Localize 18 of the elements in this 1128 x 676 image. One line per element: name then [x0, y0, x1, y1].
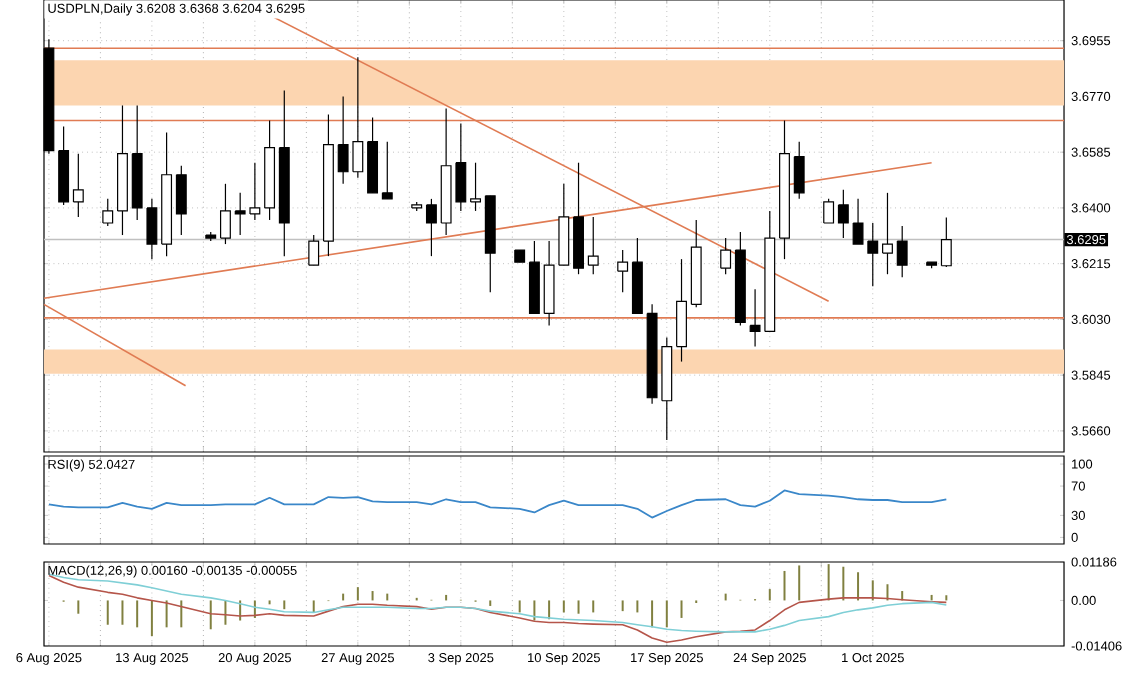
- candlestick: [72, 153, 84, 218]
- candlestick: [837, 189, 849, 239]
- candlestick: [587, 216, 599, 275]
- candlestick: [381, 141, 393, 200]
- candlestick: [896, 225, 908, 278]
- candlestick: [308, 234, 320, 266]
- candlestick: [617, 249, 629, 293]
- candlestick: [676, 258, 687, 363]
- candlestick: [823, 198, 835, 224]
- candlestick: [425, 198, 437, 257]
- candlestick: [175, 165, 187, 236]
- candlestick: [470, 162, 482, 212]
- candlestick: [882, 192, 893, 275]
- candlestick: [102, 198, 114, 227]
- candlestick: [219, 183, 231, 245]
- candlestick: [940, 216, 952, 268]
- candlestick: [720, 237, 732, 275]
- candlestick: [793, 141, 805, 200]
